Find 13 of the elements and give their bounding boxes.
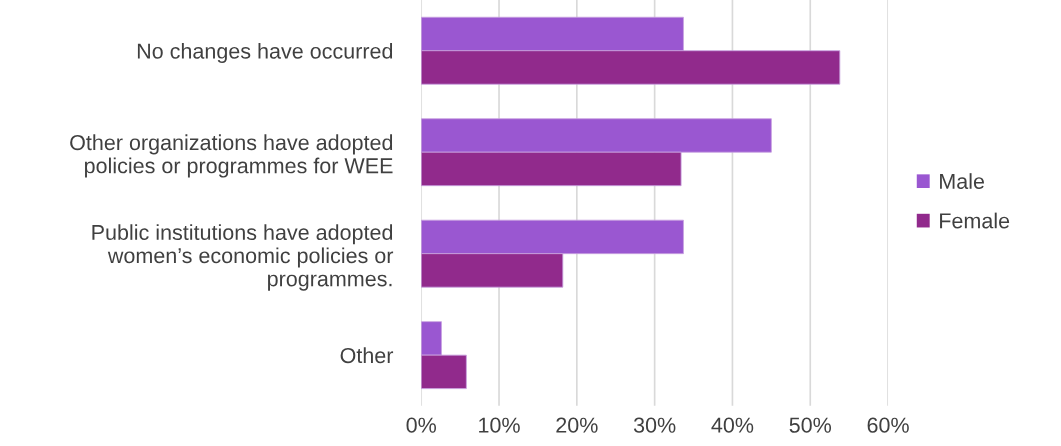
x-tick-label: 30% xyxy=(633,417,676,433)
legend-label: Female xyxy=(940,212,1010,229)
x-tick-label: 0% xyxy=(406,417,437,433)
x-tick-label: 60% xyxy=(867,417,909,433)
x-tick-label: 10% xyxy=(479,417,520,433)
y-tick-label: Other xyxy=(340,347,394,364)
y-tick-label: Other organizations have adopted policies or programmes for WEE xyxy=(70,134,393,178)
x-tick-label: 20% xyxy=(556,417,598,433)
x-tick-label: 50% xyxy=(789,417,832,433)
y-tick-label: Public institutions have adopted women’s economic policies or programmes. xyxy=(92,224,394,291)
legend-label: Male xyxy=(940,173,984,189)
x-tick-label: 40% xyxy=(711,417,754,433)
y-tick-label: No changes have occurred xyxy=(137,42,393,63)
